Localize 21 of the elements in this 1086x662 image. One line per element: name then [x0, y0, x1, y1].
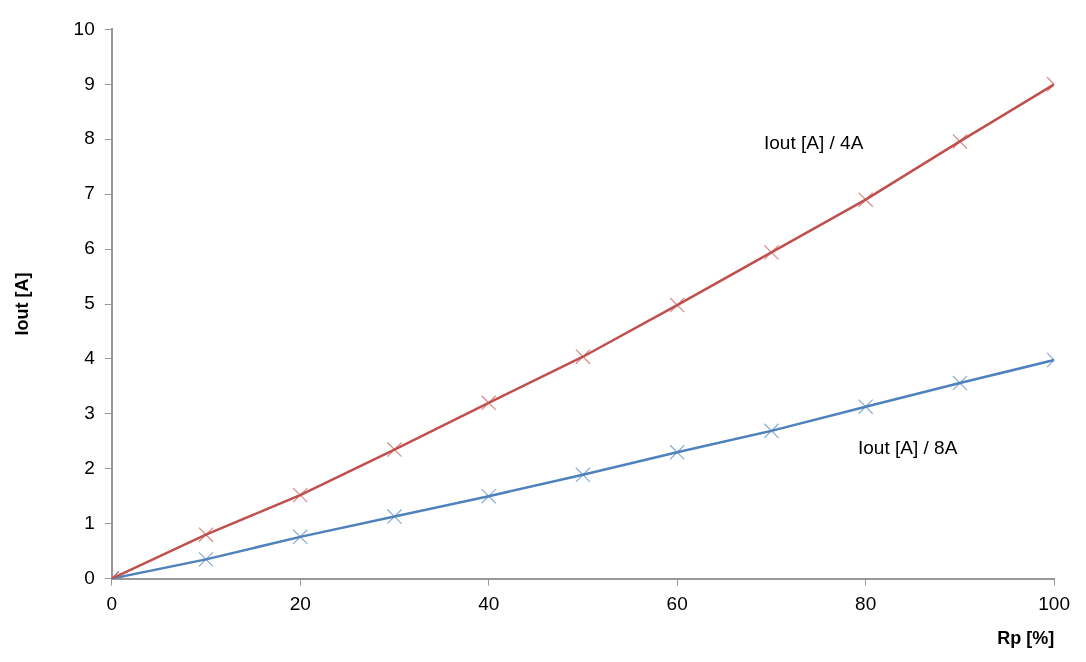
x-tick-label: 80: [855, 593, 877, 615]
y-tick-label: 7: [84, 182, 95, 204]
y-axis-title: Iout [A]: [11, 272, 32, 336]
y-tick-label: 1: [84, 511, 95, 533]
x-tick-label: 0: [106, 593, 118, 615]
y-tick-label: 6: [84, 237, 95, 259]
x-tick-label: 20: [289, 593, 311, 615]
y-tick-label: 0: [84, 566, 95, 588]
y-tick-label: 4: [84, 347, 96, 369]
y-tick-label: 2: [84, 456, 95, 478]
y-tick-label: 5: [84, 292, 95, 314]
text: Iout [A] / 4A: [764, 131, 864, 153]
y-tick-label: 10: [73, 17, 95, 39]
x-tick-label: 60: [666, 593, 688, 615]
y-tick-label: 3: [84, 402, 95, 424]
x-tick-label: 40: [478, 593, 500, 615]
x-axis-title: Rp [%]: [997, 628, 1055, 649]
y-tick-label: 9: [84, 72, 95, 94]
x-tick-label: 100: [1038, 593, 1070, 615]
series-label: Iout [A] / 8A: [858, 436, 958, 458]
y-tick-label: 8: [84, 127, 95, 149]
